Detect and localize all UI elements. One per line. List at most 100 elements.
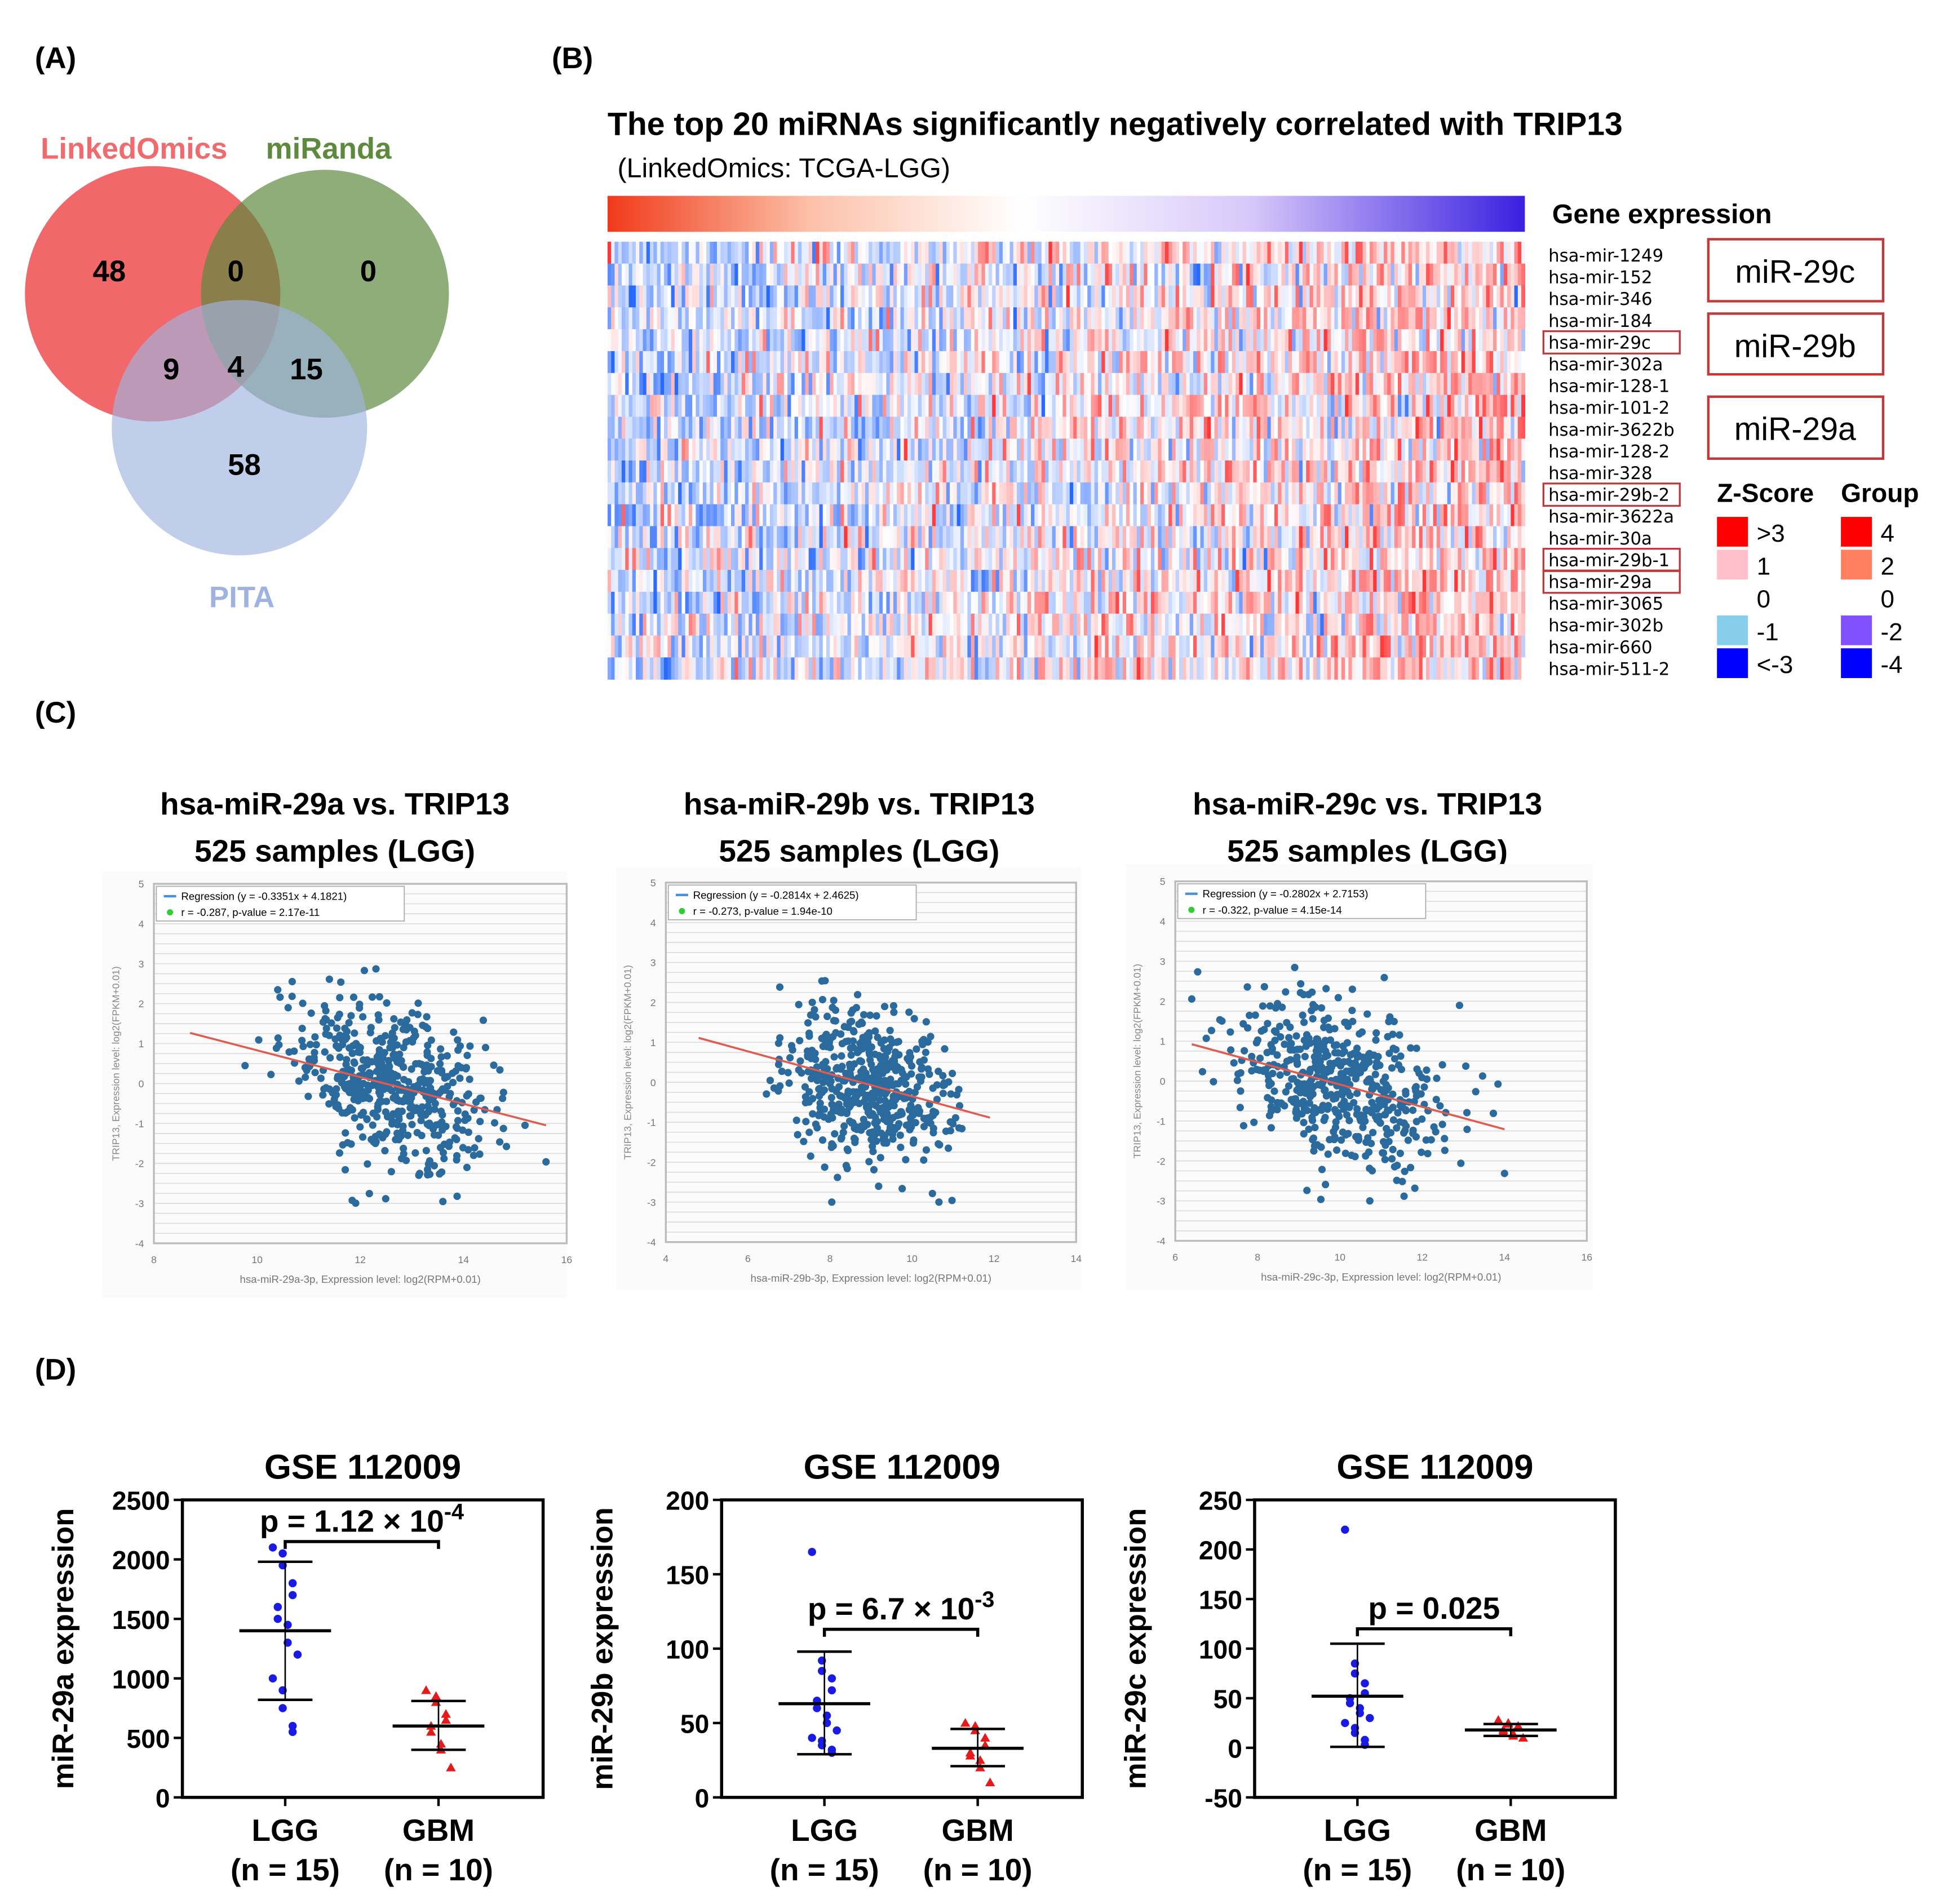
heatmap-cell	[636, 570, 640, 592]
heatmap-cell	[1119, 460, 1123, 483]
heatmap-cell	[1511, 417, 1515, 439]
heatmap-cell	[861, 613, 866, 636]
heatmap-cell	[702, 263, 707, 286]
heatmap-cell	[928, 373, 933, 396]
heatmap-cell	[1292, 526, 1296, 548]
heatmap-cell	[1183, 526, 1187, 548]
heatmap-cell	[650, 482, 654, 505]
heatmap-cell	[780, 570, 785, 592]
heatmap-cell	[621, 635, 626, 658]
heatmap-cell	[1334, 395, 1339, 418]
heatmap-cell	[999, 526, 1003, 548]
heatmap-cell	[964, 460, 968, 483]
heatmap-cell	[883, 395, 887, 418]
heatmap-cell	[724, 307, 728, 330]
heatmap-cell	[826, 460, 830, 483]
heatmap-cell	[1493, 307, 1497, 330]
heatmap-cell	[1493, 460, 1497, 483]
heatmap-cell	[685, 460, 689, 483]
heatmap-cell	[1472, 307, 1476, 330]
heatmap-cell	[607, 439, 612, 461]
heatmap-cell	[1239, 613, 1243, 636]
heatmap-cell	[724, 548, 728, 570]
heatmap-cell	[720, 439, 725, 461]
heatmap-cell	[861, 460, 866, 483]
heatmap-cell	[1447, 307, 1451, 330]
heatmap-cell	[741, 373, 746, 396]
heatmap-cell	[1002, 548, 1007, 570]
heatmap-cell	[1236, 504, 1240, 527]
heatmap-cell	[674, 526, 679, 548]
heatmap-cell	[956, 482, 961, 505]
heatmap-cell	[1331, 395, 1335, 418]
heatmap-cell	[653, 570, 658, 592]
heatmap-cell	[628, 285, 633, 308]
heatmap-cell	[628, 460, 633, 483]
heatmap-cell	[816, 504, 820, 527]
heatmap-cell	[1264, 548, 1268, 570]
heatmap-cell	[1391, 373, 1395, 396]
heatmap-cell	[1048, 307, 1053, 330]
heatmap-cell	[932, 504, 936, 527]
heatmap-cell	[1352, 285, 1356, 308]
heatmap-cell	[886, 591, 891, 614]
heatmap-cell	[1292, 635, 1296, 658]
heatmap-cell	[699, 439, 703, 461]
heatmap-cell	[822, 329, 827, 352]
heatmap-cell	[1193, 439, 1197, 461]
heatmap-cell	[1468, 635, 1473, 658]
heatmap-cell	[773, 635, 778, 658]
heatmap-cell	[922, 613, 925, 636]
heatmap-cell	[1387, 482, 1392, 505]
heatmap-cell	[1426, 351, 1431, 374]
heatmap-cell	[1239, 504, 1243, 527]
heatmap-cell	[1221, 373, 1225, 396]
heatmap-cell	[1059, 591, 1064, 614]
heatmap-cell	[907, 504, 911, 527]
heatmap-cell	[1225, 635, 1229, 658]
heatmap-cell	[720, 351, 725, 374]
heatmap-cell	[1154, 570, 1159, 592]
heatmap-cell	[681, 460, 686, 483]
heatmap-cell	[999, 241, 1003, 264]
heatmap-cell	[632, 482, 636, 505]
heatmap-cell	[1376, 613, 1381, 636]
heatmap-cell	[1478, 241, 1483, 264]
heatmap-cell	[763, 613, 767, 636]
heatmap-cell	[1073, 504, 1078, 527]
heatmap-cell	[1405, 351, 1409, 374]
heatmap-cell	[685, 285, 689, 308]
heatmap-cell	[1250, 395, 1254, 418]
heatmap-cell	[1503, 482, 1508, 505]
heatmap-cell	[614, 548, 619, 570]
heatmap-cell	[1073, 439, 1078, 461]
heatmap-cell	[1320, 241, 1325, 264]
heatmap-cell	[999, 417, 1003, 439]
heatmap-cell	[1119, 482, 1123, 505]
heatmap-cell	[1038, 548, 1042, 570]
heatmap-cell	[639, 657, 644, 680]
heatmap-cell	[1077, 548, 1081, 570]
heatmap-cell	[1458, 263, 1462, 286]
heatmap-cell	[1197, 504, 1201, 527]
heatmap-cell	[1214, 307, 1219, 330]
heatmap-cell	[1009, 263, 1014, 286]
heatmap-cell	[1214, 613, 1219, 636]
heatmap-cell	[1264, 482, 1268, 505]
heatmap-cell	[1507, 613, 1511, 636]
heatmap-cell	[1002, 635, 1007, 658]
heatmap-cell	[667, 591, 672, 614]
heatmap-cell	[836, 439, 841, 461]
heatmap-cell	[1415, 460, 1420, 483]
heatmap-cell	[696, 351, 700, 374]
heatmap-cell	[1359, 439, 1363, 461]
heatmap-cell	[918, 482, 922, 505]
heatmap-cell	[1464, 417, 1469, 439]
heatmap-cell	[1175, 570, 1180, 592]
heatmap-cell	[1055, 460, 1060, 483]
heatmap-cell	[1309, 460, 1314, 483]
heatmap-cell	[1221, 570, 1225, 592]
heatmap-cell	[1217, 373, 1222, 396]
heatmap-cell	[1094, 526, 1099, 548]
heatmap-cell	[830, 263, 834, 286]
